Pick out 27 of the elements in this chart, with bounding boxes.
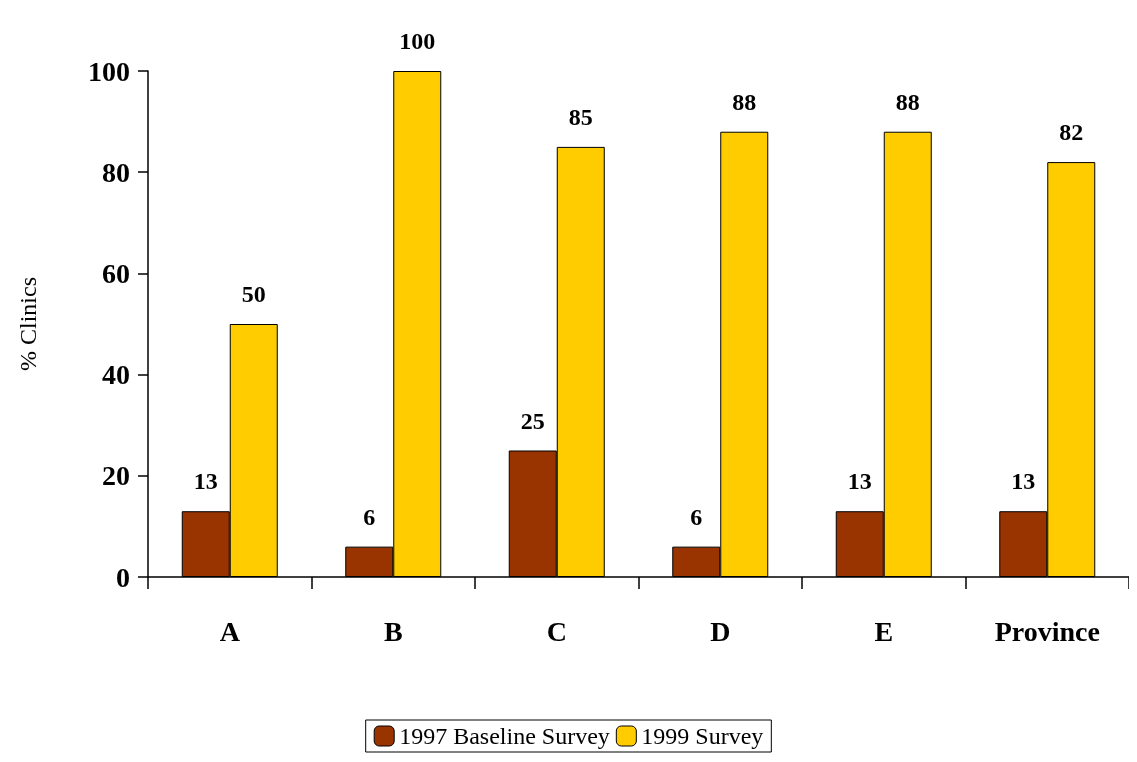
- data-label: 13: [1011, 468, 1036, 495]
- x-tick-label: A: [219, 615, 241, 647]
- legend-label: 1997 Baseline Survey: [399, 723, 610, 749]
- data-label: 13: [847, 468, 872, 495]
- data-label: 50: [241, 281, 266, 307]
- y-tick-label: 40: [102, 359, 130, 391]
- data-label: 100: [399, 28, 436, 54]
- y-tick-label: 0: [116, 561, 130, 593]
- x-tick-label: Province: [994, 615, 1100, 647]
- y-axis-title: % Clinics: [15, 277, 41, 371]
- data-label: 6: [363, 503, 376, 530]
- legend-label: 1999 Survey: [641, 723, 764, 749]
- x-tick-label: E: [874, 615, 894, 647]
- data-label: 13: [193, 468, 218, 495]
- data-label: 25: [520, 407, 545, 434]
- data-label: 82: [1059, 119, 1084, 146]
- y-tick-label: 80: [102, 156, 130, 188]
- x-tick-label: C: [546, 615, 567, 647]
- data-label: 88: [895, 88, 920, 115]
- data-label: 6: [690, 503, 703, 530]
- y-tick-label: 100: [88, 55, 130, 87]
- data-label: 85: [568, 103, 593, 130]
- x-tick-label: D: [710, 615, 731, 647]
- data-label: 88: [732, 88, 757, 115]
- y-tick-label: 20: [102, 460, 130, 492]
- x-tick-label: B: [383, 615, 403, 647]
- y-tick-label: 60: [102, 257, 130, 289]
